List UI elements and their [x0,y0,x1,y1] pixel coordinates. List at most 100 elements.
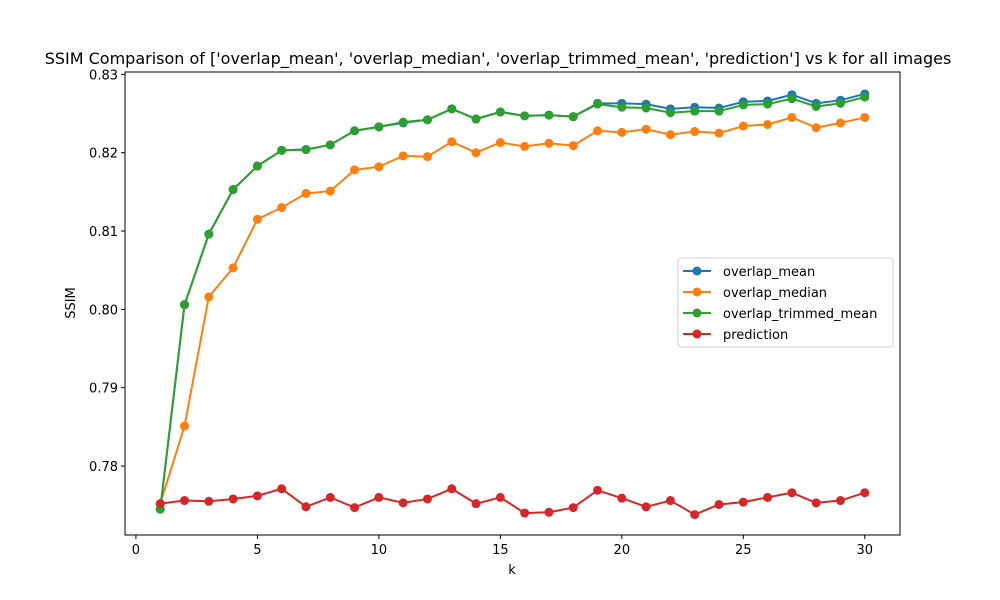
x-axis-label: k [508,563,516,578]
data-point [495,107,505,117]
data-point [398,498,408,508]
data-point [617,493,627,503]
data-point [520,141,530,151]
data-point [228,263,238,273]
legend-item: overlap_median [683,286,827,301]
y-axis-label: SSIM [64,287,79,319]
legend: overlap_mean overlap_median overlap_trimme… [677,257,894,348]
data-point [520,508,530,518]
y-tick-label: 0.79 [89,382,118,397]
data-point [471,499,481,509]
series-overlap-trimmed-mean [155,92,870,514]
data-point [422,115,432,125]
data-point [228,185,238,195]
data-point [350,165,360,175]
data-point [204,229,214,239]
series-layer [155,89,870,520]
legend-swatch-marker [692,308,702,318]
data-point [301,188,311,198]
data-point [835,118,845,128]
data-point [763,99,773,109]
x-tick-label: 25 [735,543,752,558]
data-point [325,492,335,502]
data-point [835,98,845,108]
data-point [763,492,773,502]
legend-box [677,257,894,348]
data-point [447,104,457,114]
data-point [690,127,700,137]
data-point [374,492,384,502]
data-point [641,502,651,512]
y-tick-label: 0.82 [89,147,118,162]
data-point [398,151,408,161]
plot-frame [124,71,901,536]
data-point [593,99,603,109]
data-point [252,161,262,171]
data-point [690,510,700,520]
data-point [763,119,773,129]
x-tick-label: 20 [614,543,631,558]
legend-swatch-marker [692,287,702,297]
data-point [277,203,287,213]
chart-title: SSIM Comparison of ['overlap_mean', 'ove… [45,49,952,69]
data-point [422,152,432,162]
data-point [325,186,335,196]
data-point [301,502,311,512]
data-point [471,148,481,158]
data-point [811,498,821,508]
legend-swatch-marker [692,266,702,276]
legend-label: overlap_mean [723,265,815,280]
data-point [180,496,190,506]
data-point [641,103,651,113]
y-tick-label: 0.81 [89,225,118,240]
data-point [544,138,554,148]
data-point [665,108,675,118]
data-point [422,494,432,504]
data-point [495,492,505,502]
y-tick-label: 0.78 [89,460,118,475]
data-point [252,491,262,501]
data-point [568,141,578,151]
data-point [860,488,870,498]
data-point [495,138,505,148]
data-point [180,421,190,431]
x-axis: 0 5 10 15 20 25 30 [132,535,873,558]
series-prediction [155,484,870,520]
data-point [252,214,262,224]
data-point [447,484,457,494]
data-point [617,102,627,112]
legend-label: overlap_median [723,286,827,301]
data-point [277,145,287,155]
data-point [860,112,870,122]
legend-label: prediction [723,328,788,343]
data-point [447,137,457,147]
data-point [398,117,408,127]
data-point [690,106,700,116]
data-point [204,496,214,506]
data-point [228,494,238,504]
data-point [665,130,675,140]
data-point [301,145,311,155]
y-tick-label: 0.83 [89,68,118,83]
data-point [787,94,797,104]
data-point [471,114,481,124]
data-point [738,100,748,110]
data-point [860,92,870,102]
data-point [544,507,554,517]
data-point [714,128,724,138]
legend-swatch-marker [692,329,702,339]
data-point [568,503,578,513]
data-point [811,101,821,111]
data-point [374,122,384,132]
x-tick-label: 10 [371,543,388,558]
data-point [787,488,797,498]
data-point [617,127,627,137]
legend-item: prediction [683,328,788,343]
data-point [544,110,554,120]
data-point [155,499,165,509]
data-point [374,162,384,172]
data-point [204,292,214,302]
data-point [520,111,530,121]
data-point [787,112,797,122]
